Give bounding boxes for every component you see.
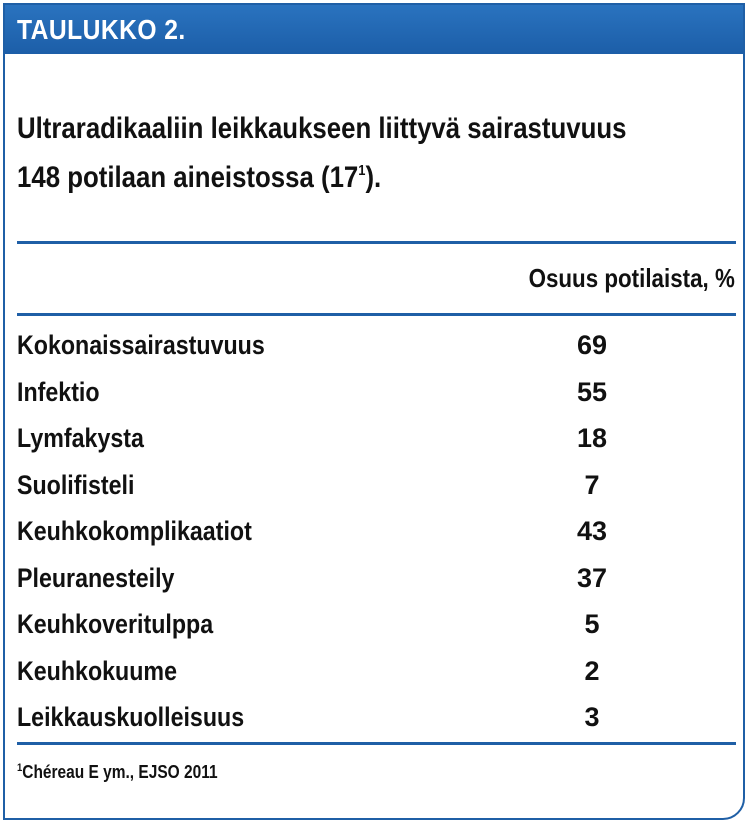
- header-rule: [17, 313, 736, 316]
- row-value: 5: [584, 609, 600, 639]
- row-value: 7: [584, 469, 600, 500]
- title-end: ).: [365, 161, 382, 194]
- table-row: Keuhkoveritulppa 5: [17, 603, 736, 650]
- row-label: Leikkauskuolleisuus: [17, 702, 245, 732]
- row-value: 2: [584, 655, 600, 686]
- table-number: TAULUKKO 2.: [17, 14, 186, 45]
- table-header-bar: TAULUKKO 2.: [5, 5, 743, 54]
- table-frame: TAULUKKO 2. Ultraradikaaliin leikkauksee…: [3, 3, 745, 820]
- table-row: Infektio 55: [17, 371, 736, 418]
- row-value: 55: [576, 376, 608, 407]
- row-label: Keuhkokomplikaatiot: [17, 516, 252, 546]
- row-label: Pleuranesteily: [17, 562, 175, 593]
- footnote-marker: 1: [17, 762, 23, 774]
- row-value: 69: [576, 330, 608, 360]
- row-label: Infektio: [17, 376, 100, 407]
- title-reference-marker: 1: [358, 162, 366, 179]
- table-row: Suolifisteli 7: [17, 464, 736, 511]
- table-body: Kokonaissairastuvuus 69 Infektio 55 Lymfak…: [17, 324, 736, 743]
- row-label: Suolifisteli: [17, 469, 135, 500]
- column-header: Osuus potilaista, %: [445, 263, 735, 294]
- table-row: Lymfakysta 18: [17, 417, 736, 464]
- table-row: Keuhkokomplikaatiot 43: [17, 510, 736, 557]
- row-label: Keuhkokuume: [17, 655, 178, 686]
- row-value: 18: [576, 423, 608, 453]
- row-value: 43: [576, 516, 608, 546]
- row-label: Keuhkoveritulppa: [17, 609, 214, 639]
- row-value: 37: [576, 562, 608, 593]
- row-label: Lymfakysta: [17, 423, 144, 453]
- table-row: Keuhkokuume 2: [17, 650, 736, 697]
- table-title: Ultraradikaaliin leikkaukseen liittyvä s…: [17, 108, 636, 199]
- table-title-text: Ultraradikaaliin leikkaukseen liittyvä s…: [17, 112, 627, 194]
- row-label: Kokonaissairastuvuus: [17, 330, 265, 360]
- row-value: 3: [584, 702, 600, 732]
- bottom-rule: [17, 742, 736, 745]
- footnote-text: Chéreau E ym., EJSO 2011: [22, 762, 218, 782]
- footnote: 1Chéreau E ym., EJSO 2011: [17, 762, 218, 783]
- table-row: Leikkauskuolleisuus 3: [17, 696, 736, 743]
- top-rule: [17, 241, 736, 244]
- table-row: Kokonaissairastuvuus 69: [17, 324, 736, 371]
- table-row: Pleuranesteily 37: [17, 557, 736, 604]
- column-header-label: Osuus potilaista, %: [528, 263, 735, 293]
